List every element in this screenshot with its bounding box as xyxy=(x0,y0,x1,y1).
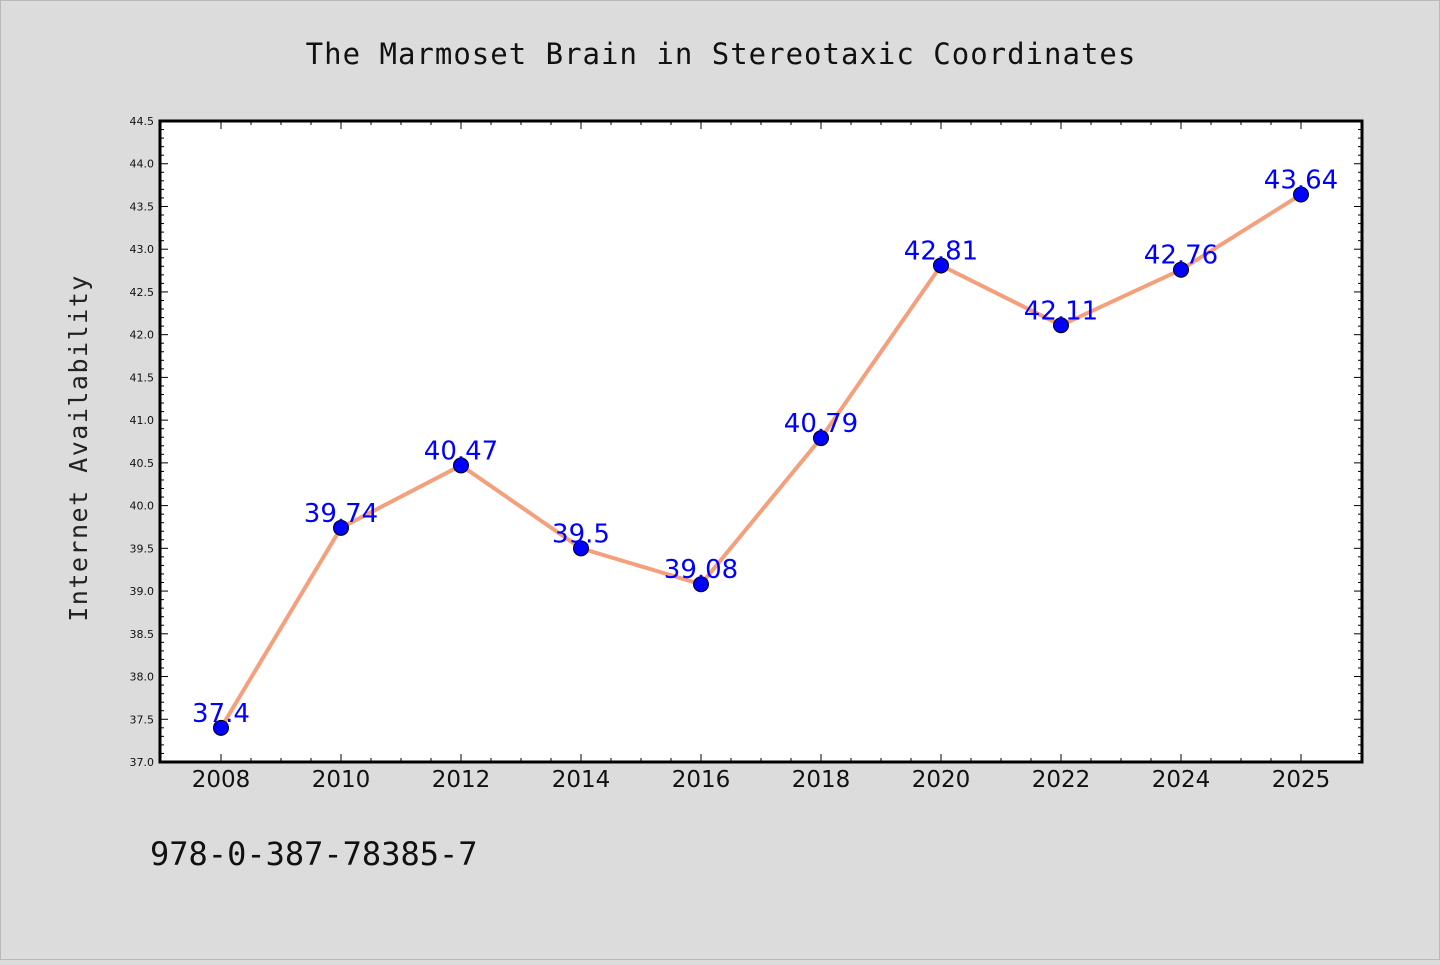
data-point xyxy=(1053,317,1069,334)
y-tick-label: 39.0 xyxy=(130,585,155,598)
data-point xyxy=(693,576,709,593)
y-tick-label: 39.5 xyxy=(130,542,155,555)
y-tick-label: 40.0 xyxy=(130,500,155,513)
y-tick-label: 44.5 xyxy=(130,115,155,128)
y-tick-label: 40.5 xyxy=(130,457,155,470)
y-tick-label: 44.0 xyxy=(130,158,155,171)
x-tick-label: 2024 xyxy=(1152,767,1211,793)
data-markers xyxy=(213,186,1309,736)
data-labels: 37.4 39.74 40.47 39.5 39.08 40.79 42.81 42.11 42… xyxy=(192,166,1338,729)
data-point xyxy=(333,519,349,536)
isbn-footer: 978-0-387-78385-7 xyxy=(150,835,478,873)
series-line-group xyxy=(219,192,1303,729)
data-point xyxy=(213,719,229,736)
x-axis-ticks: 2008 2010 2012 2014 2016 2018 2020 2022 2024 2025 xyxy=(192,121,1331,793)
y-tick-label: 38.0 xyxy=(130,671,155,684)
chart-title: The Marmoset Brain in Stereotaxic Coordi… xyxy=(306,37,1137,71)
y-tick-label: 43.0 xyxy=(130,243,155,256)
data-point xyxy=(573,540,589,557)
y-tick-label: 41.5 xyxy=(130,371,155,384)
y-tick-label: 37.0 xyxy=(130,756,155,769)
data-point xyxy=(933,257,949,274)
data-point xyxy=(1173,261,1189,278)
x-tick-label: 2016 xyxy=(672,767,731,793)
data-label: 37.4 xyxy=(192,699,250,729)
y-tick-label: 43.5 xyxy=(130,200,155,213)
x-tick-label: 2025 xyxy=(1272,767,1331,793)
data-label: 42.81 xyxy=(904,236,978,266)
data-point xyxy=(1293,186,1309,203)
x-tick-label: 2022 xyxy=(1032,767,1091,793)
data-label: 39.74 xyxy=(304,499,378,529)
x-tick-label: 2008 xyxy=(192,767,251,793)
y-tick-label: 42.5 xyxy=(130,286,155,299)
data-point xyxy=(453,457,469,474)
plot-area xyxy=(158,119,1364,764)
series-line xyxy=(219,192,1303,729)
x-tick-label: 2018 xyxy=(792,767,851,793)
y-tick-label: 38.5 xyxy=(130,628,155,641)
y-tick-label: 41.0 xyxy=(130,414,155,427)
y-tick-label: 37.5 xyxy=(130,713,155,726)
data-label: 42.11 xyxy=(1024,296,1098,326)
x-tick-label: 2010 xyxy=(312,767,371,793)
data-point xyxy=(813,430,829,447)
data-label: 40.79 xyxy=(784,409,858,439)
y-axis-label: Internet Availability xyxy=(64,274,93,622)
data-label: 39.08 xyxy=(664,555,738,585)
x-tick-label: 2012 xyxy=(432,767,491,793)
x-tick-label: 2014 xyxy=(552,767,611,793)
data-label: 43.64 xyxy=(1264,166,1338,196)
x-tick-label: 2020 xyxy=(912,767,971,793)
y-axis-ticks: 37.0 37.5 38.0 38.5 39.0 39.5 40.0 40.5 41.0 41.5… xyxy=(130,115,1362,769)
data-label: 40.47 xyxy=(424,436,498,466)
data-label: 39.5 xyxy=(552,519,610,549)
data-label: 42.76 xyxy=(1144,241,1218,271)
y-tick-label: 42.0 xyxy=(130,329,155,342)
